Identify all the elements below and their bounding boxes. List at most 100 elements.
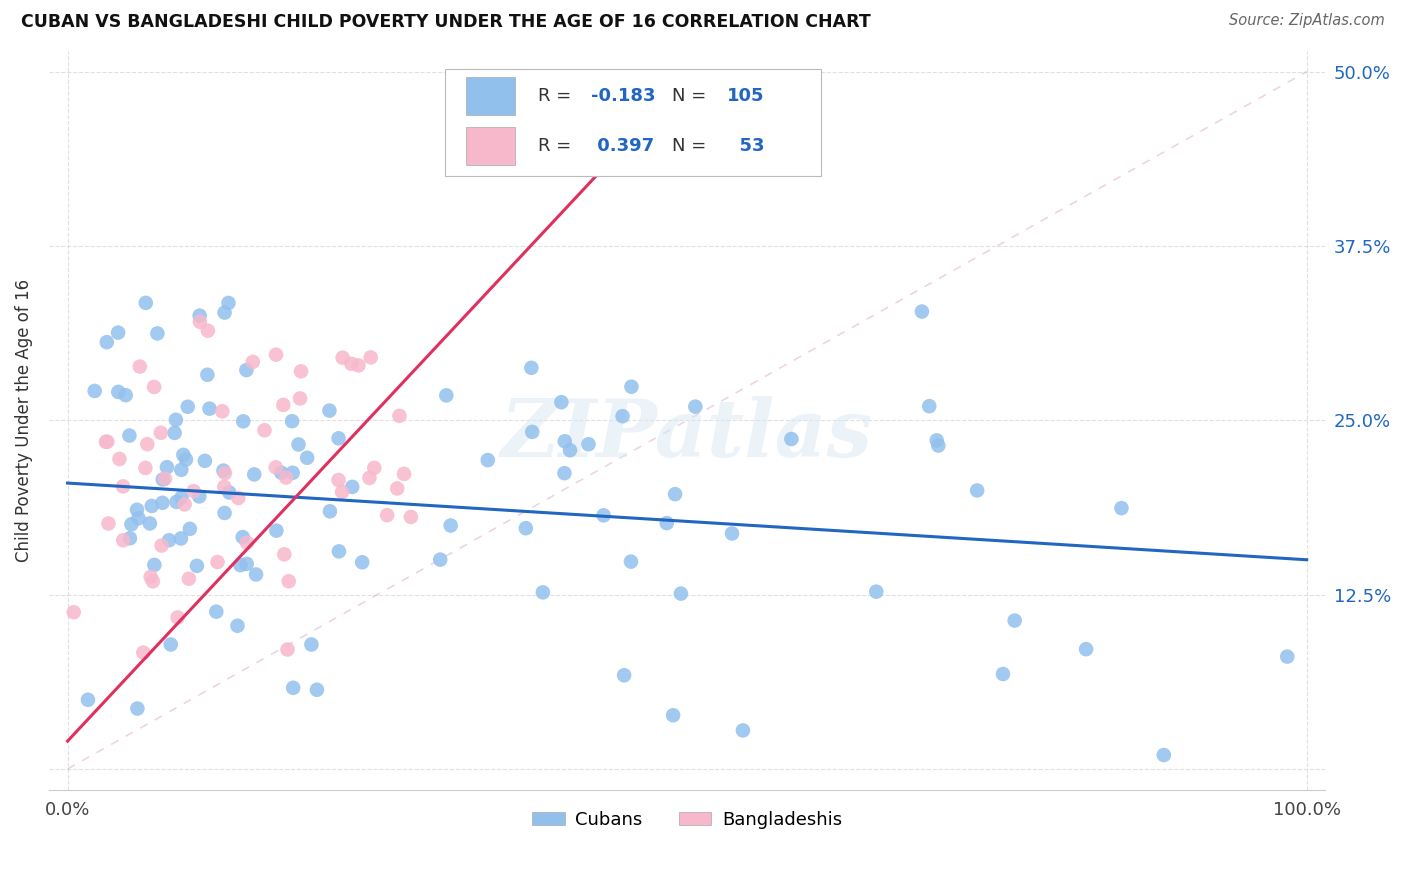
Point — [214, 466, 236, 480]
Point — [166, 610, 188, 624]
Point — [554, 434, 576, 449]
Legend: Cubans, Bangladeshis: Cubans, Bangladeshis — [524, 804, 849, 837]
Point — [266, 524, 288, 538]
Point — [218, 485, 240, 500]
Point — [550, 395, 572, 409]
Point — [1111, 501, 1133, 516]
Point — [359, 471, 381, 485]
Point — [197, 368, 219, 382]
Point — [188, 309, 211, 323]
Point — [328, 431, 350, 445]
Point — [236, 535, 259, 549]
Point — [177, 400, 200, 414]
Point — [235, 363, 257, 377]
Point — [135, 296, 157, 310]
Point — [173, 497, 195, 511]
Point — [165, 413, 187, 427]
Point — [94, 434, 117, 449]
Point — [188, 315, 211, 329]
Point — [332, 351, 354, 365]
Point — [287, 437, 309, 451]
Point — [392, 467, 415, 481]
Point — [152, 496, 174, 510]
Point — [170, 491, 193, 505]
Bar — [467, 127, 515, 165]
Text: CUBAN VS BANGLADESHI CHILD POVERTY UNDER THE AGE OF 16 CORRELATION CHART: CUBAN VS BANGLADESHI CHILD POVERTY UNDER… — [21, 13, 870, 31]
Point — [214, 480, 236, 494]
Point — [188, 490, 211, 504]
Point — [235, 557, 257, 571]
Point — [375, 508, 398, 523]
Point — [515, 521, 537, 535]
Text: Source: ZipAtlas.com: Source: ZipAtlas.com — [1229, 13, 1385, 29]
Point — [290, 364, 312, 378]
Point — [434, 388, 457, 402]
Point — [662, 708, 685, 723]
Point — [139, 516, 162, 531]
Point — [107, 326, 129, 340]
Point — [174, 452, 197, 467]
Point — [134, 461, 156, 475]
Point — [613, 668, 636, 682]
Point — [170, 532, 193, 546]
Point — [1074, 642, 1097, 657]
Point — [281, 414, 304, 428]
Point — [620, 380, 643, 394]
Point — [347, 359, 370, 373]
Point — [112, 533, 135, 548]
Point — [214, 305, 236, 319]
Point — [966, 483, 988, 498]
Point — [157, 533, 180, 548]
Point — [1277, 649, 1299, 664]
Point — [217, 296, 239, 310]
Point — [132, 646, 155, 660]
Point — [127, 511, 149, 525]
Point — [177, 572, 200, 586]
Point — [1004, 614, 1026, 628]
Point — [399, 510, 422, 524]
Point — [531, 585, 554, 599]
Point — [553, 466, 575, 480]
Point — [172, 448, 194, 462]
Point — [328, 473, 350, 487]
Point — [170, 463, 193, 477]
Point — [281, 466, 304, 480]
FancyBboxPatch shape — [444, 70, 821, 177]
Point — [865, 584, 887, 599]
Point — [226, 491, 249, 505]
Point — [232, 530, 254, 544]
Text: N =: N = — [672, 87, 711, 105]
Point — [112, 479, 135, 493]
Point — [264, 460, 287, 475]
Point — [731, 723, 754, 738]
Text: R =: R = — [538, 137, 576, 155]
Point — [107, 384, 129, 399]
Point — [299, 638, 322, 652]
Point — [120, 517, 142, 532]
Point — [685, 400, 707, 414]
Point — [214, 506, 236, 520]
Point — [143, 558, 166, 572]
Point — [114, 388, 136, 402]
Point — [669, 586, 692, 600]
Text: -0.183: -0.183 — [592, 87, 657, 105]
Point — [363, 461, 385, 475]
Point — [558, 443, 581, 458]
Point — [352, 555, 374, 569]
Point — [143, 380, 166, 394]
Point — [242, 355, 264, 369]
Point — [128, 359, 150, 374]
Point — [927, 438, 949, 452]
Point — [477, 453, 499, 467]
Point — [96, 434, 118, 449]
Point — [77, 693, 100, 707]
Point — [925, 434, 948, 448]
Point — [429, 552, 451, 566]
Point — [655, 516, 678, 530]
Point — [245, 567, 267, 582]
Point — [328, 544, 350, 558]
Point — [118, 428, 141, 442]
Point — [186, 558, 208, 573]
Point — [620, 555, 643, 569]
Point — [153, 472, 176, 486]
